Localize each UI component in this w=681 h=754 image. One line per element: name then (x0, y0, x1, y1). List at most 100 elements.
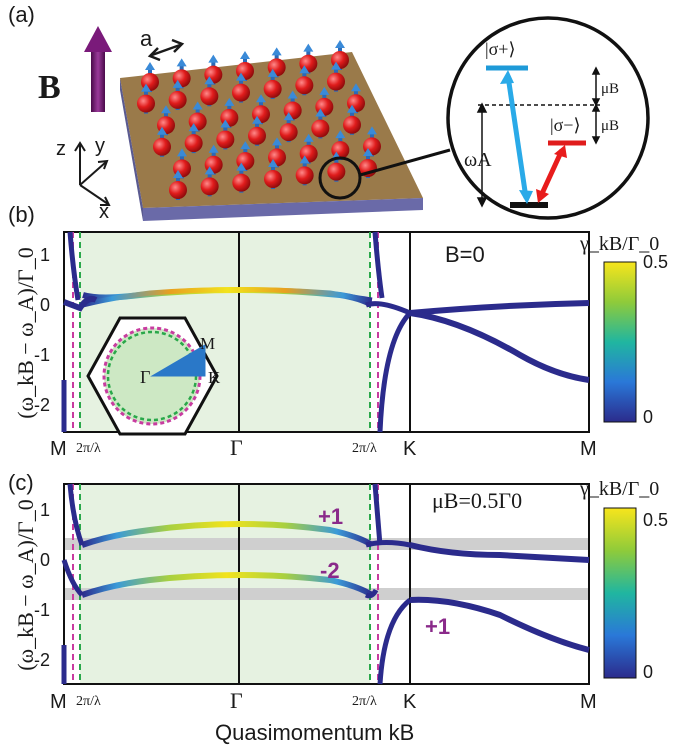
spin-arrow-icon (236, 162, 247, 171)
band-cross-upper-c (365, 540, 411, 548)
spin-arrow-icon (283, 112, 294, 121)
spin-arrow-icon (240, 51, 250, 59)
colorbar-c (603, 507, 637, 679)
xtick-b-m-left: M (50, 438, 67, 460)
colorbar-b-tick-low: 0 (643, 407, 653, 427)
mub-lower-label: μB (601, 118, 619, 134)
atom (264, 170, 282, 188)
atom (311, 119, 330, 138)
band-diverge-right-c (372, 483, 383, 546)
spin-arrow-icon (240, 141, 251, 150)
atom (279, 123, 298, 142)
spin-arrow-icon (268, 159, 278, 167)
panel-c-plot: +1 -2 +1 μB=0.5Γ0 (61, 483, 590, 685)
gap-band-upper-c (64, 538, 589, 550)
band-edge-left-b (62, 296, 98, 312)
spin-arrow-icon (188, 123, 199, 132)
band-cross-right-b (365, 301, 411, 316)
spin-arrow-icon (315, 108, 326, 117)
spin-arrow-icon (220, 119, 231, 128)
spin-arrow-icon (177, 148, 187, 157)
ylabel-b: (ω_kB − ω_A)/Γ_0 (13, 247, 38, 418)
band-cross-lower-c (364, 588, 379, 599)
mub-upper-label: μB (601, 81, 619, 97)
spin-arrow-icon (256, 94, 266, 103)
band-diverge-left-b (67, 231, 81, 301)
spin-arrow-icon (367, 126, 377, 135)
atom-lattice (137, 40, 381, 200)
band-lower-c (80, 572, 374, 598)
omega-a-arrow-icon (476, 102, 488, 208)
atom (232, 83, 250, 102)
omega-a-label: ωA (464, 149, 492, 171)
colorbar-b (603, 261, 637, 423)
panel-c-label: (c) (8, 470, 34, 495)
ytick-c-m1: -1 (34, 600, 50, 620)
spin-arrow-icon (272, 137, 282, 146)
atom (327, 72, 345, 91)
axis-z-label: z (56, 138, 66, 160)
annotation-b: B=0 (445, 242, 485, 267)
spin-arrow-icon (363, 148, 373, 156)
atom (343, 115, 361, 134)
spin-arrow-icon (145, 62, 155, 70)
inset-k-label: K (208, 368, 221, 387)
spin-arrow-icon (267, 68, 278, 77)
atom (295, 76, 314, 95)
xtick-b-2pi-left: 2π/λ (76, 441, 101, 456)
spin-arrow-icon (236, 72, 246, 81)
band-lower-b (82, 287, 373, 308)
xtick-c-m-right: M (580, 691, 597, 713)
magnifier-line (359, 148, 451, 177)
atom (327, 162, 346, 181)
band-kmu-lower-b (409, 310, 590, 383)
band-rising-right-c (377, 598, 412, 685)
ytick-b-m1: -1 (34, 345, 50, 365)
spin-arrow-icon (335, 130, 346, 139)
spin-arrow-icon (319, 86, 330, 95)
spin-arrow-icon (141, 83, 151, 92)
band-kmu-lower-c (409, 596, 590, 653)
atom (168, 90, 187, 109)
band-diverge-right-b (372, 231, 385, 299)
colorbar-c-tick-high: 0.5 (643, 510, 668, 530)
ytick-c-0: 0 (40, 550, 50, 570)
atom (216, 130, 235, 149)
spin-arrow-icon (335, 40, 345, 48)
chern-middle-label: -2 (320, 558, 340, 583)
spin-arrow-icon (192, 101, 203, 110)
atom (263, 79, 282, 98)
xtick-c-m-left: M (50, 691, 67, 713)
xlabel-c: Quasimomentum kB (215, 720, 414, 745)
sigma-plus-label: |σ+⟩ (485, 39, 515, 59)
inset-m-label: M (200, 334, 215, 353)
b-field-arrow-icon (84, 26, 112, 112)
axis-x-label: x (99, 201, 109, 223)
ytick-c-1: 1 (40, 500, 50, 520)
xtick-b-k: K (403, 438, 417, 460)
ytick-b-0: 0 (40, 295, 50, 315)
spin-arrow-icon (351, 83, 361, 92)
band-edge-left-lower-c (61, 559, 84, 597)
substrate (120, 52, 423, 221)
xtick-b-gamma: Γ (230, 435, 243, 460)
spin-arrow-icon (287, 90, 298, 99)
spin-arrow-icon (252, 115, 262, 124)
colorbar-b-tick-high: 0.5 (643, 252, 668, 272)
xtick-c-gamma: Γ (230, 688, 243, 713)
spin-arrow-icon (204, 166, 215, 175)
panel-b-plot: Γ M K B=0 (61, 231, 590, 436)
xtick-c-2pi-right: 2π/λ (352, 694, 377, 709)
atom (184, 134, 203, 153)
atom (295, 166, 314, 185)
xtick-b-2pi-right: 2π/λ (352, 441, 377, 456)
ytick-c-m2: -2 (34, 650, 50, 670)
magnifier-circle (318, 156, 362, 200)
panel-b-label: (b) (8, 202, 35, 227)
colorbar-c-tick-low: 0 (643, 662, 653, 682)
axes-triad-icon (74, 141, 111, 206)
spin-arrow-icon (173, 170, 183, 178)
annotation-c: μB=0.5Γ0 (432, 488, 522, 513)
spin-arrow-icon (208, 144, 219, 153)
ylabel-c: (ω_kB − ω_A)/Γ_0 (13, 499, 38, 670)
